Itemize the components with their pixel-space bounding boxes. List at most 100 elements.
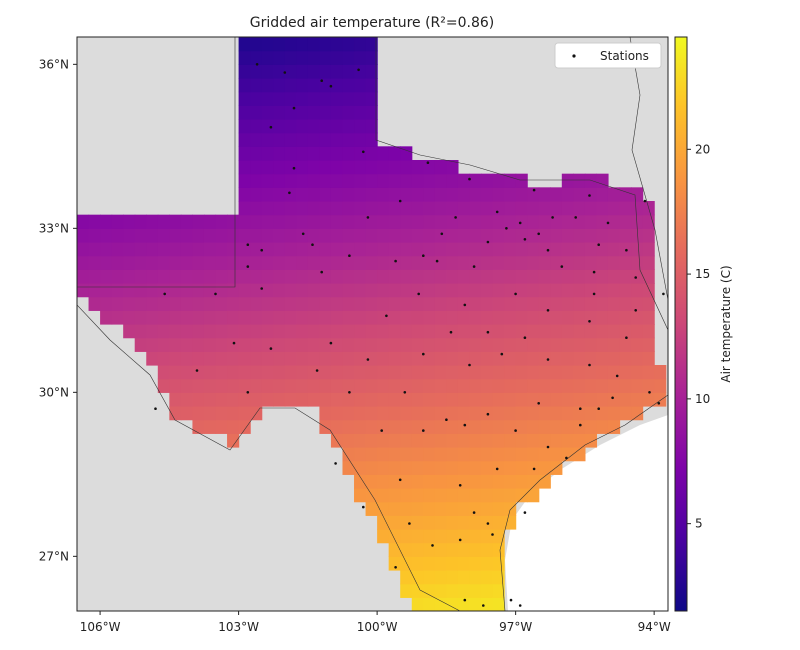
temperature-cell (434, 201, 447, 216)
temperature-cell (504, 214, 517, 229)
temperature-cell (319, 310, 332, 325)
station-point (606, 221, 610, 225)
temperature-cell (538, 310, 551, 325)
temperature-cell (504, 242, 517, 257)
temperature-cell (446, 160, 459, 175)
temperature-cell (192, 324, 205, 339)
temperature-cell (446, 474, 459, 489)
temperature-cell (631, 187, 644, 202)
temperature-cell (411, 365, 424, 380)
temperature-cell (192, 283, 205, 298)
temperature-cell (631, 242, 644, 257)
temperature-cell (596, 351, 609, 366)
temperature-cell (342, 310, 355, 325)
temperature-cell (596, 324, 609, 339)
temperature-cell (573, 296, 586, 311)
temperature-cell (342, 378, 355, 393)
temperature-cell (538, 283, 551, 298)
temperature-cell (538, 214, 551, 229)
temperature-cell (400, 160, 413, 175)
temperature-cell (550, 201, 563, 216)
temperature-cell (607, 324, 621, 339)
temperature-cell (180, 214, 194, 229)
temperature-cell (400, 310, 413, 325)
temperature-cell (261, 365, 274, 380)
temperature-cell (469, 201, 482, 216)
temperature-cell (492, 242, 505, 257)
temperature-cell (642, 269, 655, 284)
station-point (463, 303, 467, 307)
temperature-cell (319, 160, 332, 175)
temperature-cell (584, 214, 598, 229)
temperature-cell (238, 255, 251, 270)
temperature-cell (157, 310, 170, 325)
station-point (463, 423, 467, 427)
temperature-cell (296, 64, 309, 79)
temperature-cell (377, 474, 390, 489)
temperature-cell (631, 296, 644, 311)
temperature-cell (515, 255, 528, 270)
temperature-cell (215, 269, 228, 284)
temperature-cell (411, 214, 424, 229)
temperature-cell (423, 488, 436, 503)
temperature-cell (469, 337, 482, 352)
temperature-cell (446, 255, 459, 270)
temperature-cell (411, 378, 424, 393)
station-point (611, 396, 614, 400)
temperature-cell (434, 556, 447, 571)
temperature-cell (284, 228, 297, 243)
temperature-cell (261, 160, 274, 175)
temperature-cell (123, 283, 136, 298)
temperature-cell (538, 378, 551, 393)
temperature-cell (284, 119, 297, 134)
temperature-cell (423, 515, 436, 530)
temperature-cell (111, 283, 124, 298)
temperature-cell (296, 392, 309, 407)
station-point (482, 604, 485, 607)
temperature-cell (492, 378, 505, 393)
temperature-cell (227, 337, 240, 352)
temperature-cell (481, 201, 494, 216)
station-point (348, 254, 351, 257)
temperature-cell (400, 501, 413, 516)
temperature-cell (169, 365, 182, 380)
temperature-cell (411, 583, 424, 598)
temperature-cell (573, 419, 586, 434)
temperature-cell (469, 570, 482, 585)
temperature-cell (377, 255, 390, 270)
temperature-cell (203, 406, 217, 421)
temperature-cell (261, 228, 274, 243)
temperature-cell (434, 570, 447, 585)
temperature-cell (250, 37, 263, 52)
temperature-cell (457, 570, 471, 585)
station-point (311, 243, 314, 246)
station-point (657, 402, 661, 405)
temperature-cell (457, 542, 471, 557)
temperature-cell (538, 337, 551, 352)
temperature-cell (342, 447, 355, 462)
temperature-cell (607, 201, 621, 216)
station-point (463, 598, 467, 602)
temperature-cell (481, 597, 494, 611)
temperature-cell (434, 406, 447, 421)
temperature-cell (515, 187, 528, 202)
station-point (579, 407, 582, 411)
temperature-cell (123, 214, 136, 229)
temperature-cell (561, 406, 574, 421)
temperature-cell (411, 556, 424, 571)
temperature-cell (423, 351, 436, 366)
station-point (546, 358, 550, 361)
temperature-cell (238, 228, 251, 243)
temperature-cell (457, 392, 471, 407)
temperature-cell (388, 378, 401, 393)
temperature-cell (434, 173, 447, 188)
temperature-cell (227, 378, 240, 393)
station-point (546, 445, 550, 449)
temperature-cell (123, 228, 136, 243)
temperature-cell (573, 173, 586, 188)
temperature-cell (284, 337, 297, 352)
station-point (292, 106, 296, 110)
temperature-cell (354, 296, 367, 311)
temperature-cell (250, 365, 263, 380)
temperature-cell (527, 351, 540, 366)
